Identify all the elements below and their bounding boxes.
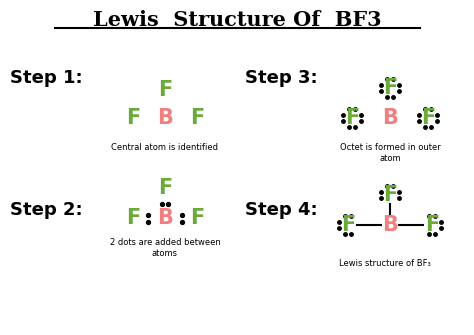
Text: Step 3:: Step 3: bbox=[245, 69, 318, 87]
Text: Lewis structure of BF₃: Lewis structure of BF₃ bbox=[339, 259, 431, 268]
Text: 2 dots are added between
atoms: 2 dots are added between atoms bbox=[109, 238, 220, 258]
Text: F: F bbox=[158, 80, 172, 100]
Text: Step 1:: Step 1: bbox=[10, 69, 82, 87]
Text: F: F bbox=[383, 185, 397, 205]
Text: Step 4:: Step 4: bbox=[245, 201, 318, 219]
Text: Lewis  Structure Of  BF3: Lewis Structure Of BF3 bbox=[93, 10, 381, 30]
Text: F: F bbox=[345, 108, 359, 128]
Text: F: F bbox=[341, 215, 355, 235]
Text: F: F bbox=[425, 215, 439, 235]
Text: F: F bbox=[383, 78, 397, 98]
Text: F: F bbox=[158, 178, 172, 198]
Text: F: F bbox=[190, 108, 204, 128]
Text: Step 2:: Step 2: bbox=[10, 201, 82, 219]
Text: Central atom is identified: Central atom is identified bbox=[111, 143, 219, 152]
Text: F: F bbox=[126, 208, 140, 228]
Text: F: F bbox=[126, 108, 140, 128]
Text: B: B bbox=[157, 108, 173, 128]
Text: F: F bbox=[190, 208, 204, 228]
Text: F: F bbox=[421, 108, 435, 128]
Text: Octet is formed in outer
atom: Octet is formed in outer atom bbox=[340, 143, 440, 163]
Text: B: B bbox=[382, 108, 398, 128]
Text: B: B bbox=[382, 215, 398, 235]
Text: B: B bbox=[157, 208, 173, 228]
